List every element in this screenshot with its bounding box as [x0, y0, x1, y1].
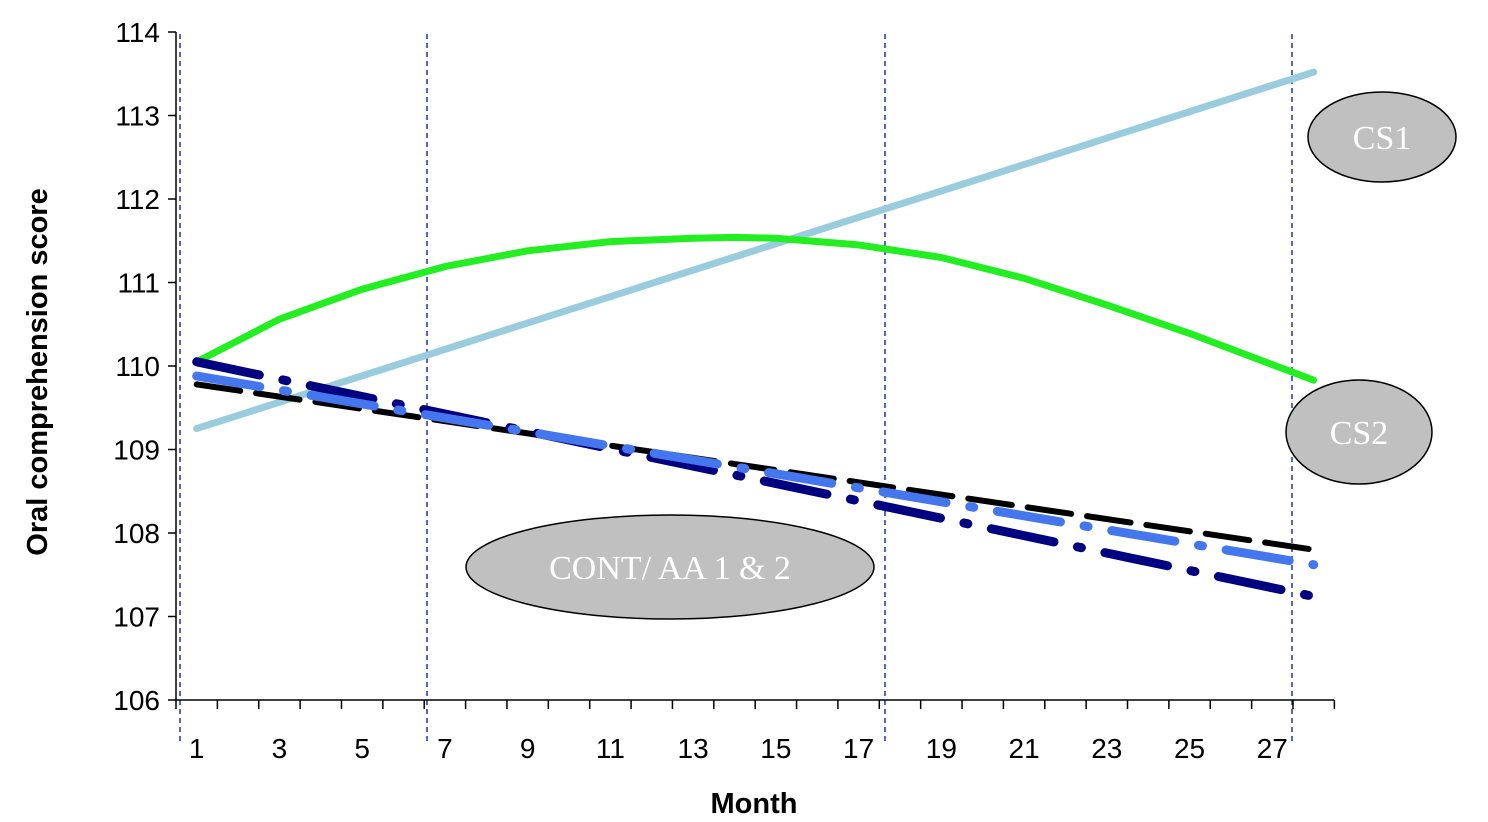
x-tick-label: 11: [596, 733, 625, 764]
x-tick-label: 25: [1174, 733, 1205, 764]
x-tick-label: 21: [1009, 733, 1040, 764]
annotations: CS1 CS2 CONT/ AA 1 & 2: [465, 91, 1457, 620]
y-tick-label: 109: [113, 435, 160, 466]
x-tick-label: 9: [520, 733, 536, 764]
annotation-label: CONT/ AA 1 & 2: [549, 550, 791, 587]
x-tick-label: 13: [678, 733, 709, 764]
x-tick-label: 3: [272, 733, 288, 764]
series-line-cs1: [193, 68, 1318, 433]
x-tick-label: 23: [1091, 733, 1122, 764]
x-tick-label: 17: [843, 733, 874, 764]
x-tick-label: 27: [1257, 733, 1288, 764]
y-ticks: 106 107 108 109 110 111 112 113 114: [113, 17, 176, 716]
series-line-cont: [193, 381, 1317, 553]
series-line-cs2: [193, 233, 1318, 384]
x-ticks: 1 3 5 7 9 11 13 15 17 19 21 23 25 27: [175, 700, 1336, 764]
series-line-aa1: [192, 357, 1319, 601]
annotation-cont: CONT/ AA 1 & 2: [465, 514, 875, 620]
y-tick-label: 108: [113, 518, 160, 549]
annotation-ellipse: [1285, 379, 1433, 485]
annotation-label: CS1: [1353, 120, 1412, 157]
x-tick-label: 15: [760, 733, 791, 764]
x-tick-label: 7: [437, 733, 453, 764]
x-tick-label: 5: [354, 733, 370, 764]
annotation-ellipse: [1307, 91, 1457, 183]
y-tick-label: 110: [115, 351, 160, 382]
annotation-ellipse: [465, 514, 875, 620]
vertical-reference-lines: [179, 34, 1293, 744]
x-tick-label: 1: [189, 733, 205, 764]
annotation-cs2: CS2: [1285, 379, 1433, 485]
y-tick-label: 114: [115, 17, 160, 48]
y-tick-label: 107: [113, 602, 160, 633]
y-axis-title: Oral comprehension score: [22, 188, 54, 555]
annotation-cs1: CS1: [1307, 91, 1457, 183]
y-tick-label: 112: [115, 184, 160, 215]
y-tick-label: 106: [113, 685, 160, 716]
annotation-label: CS2: [1330, 415, 1389, 452]
x-axis-title: Month: [711, 788, 798, 820]
x-tick-label: 19: [926, 733, 957, 764]
y-tick-label: 111: [117, 268, 160, 299]
y-tick-label: 113: [115, 101, 160, 132]
series-layer: [192, 68, 1319, 601]
series-line-aa2: [192, 371, 1319, 570]
